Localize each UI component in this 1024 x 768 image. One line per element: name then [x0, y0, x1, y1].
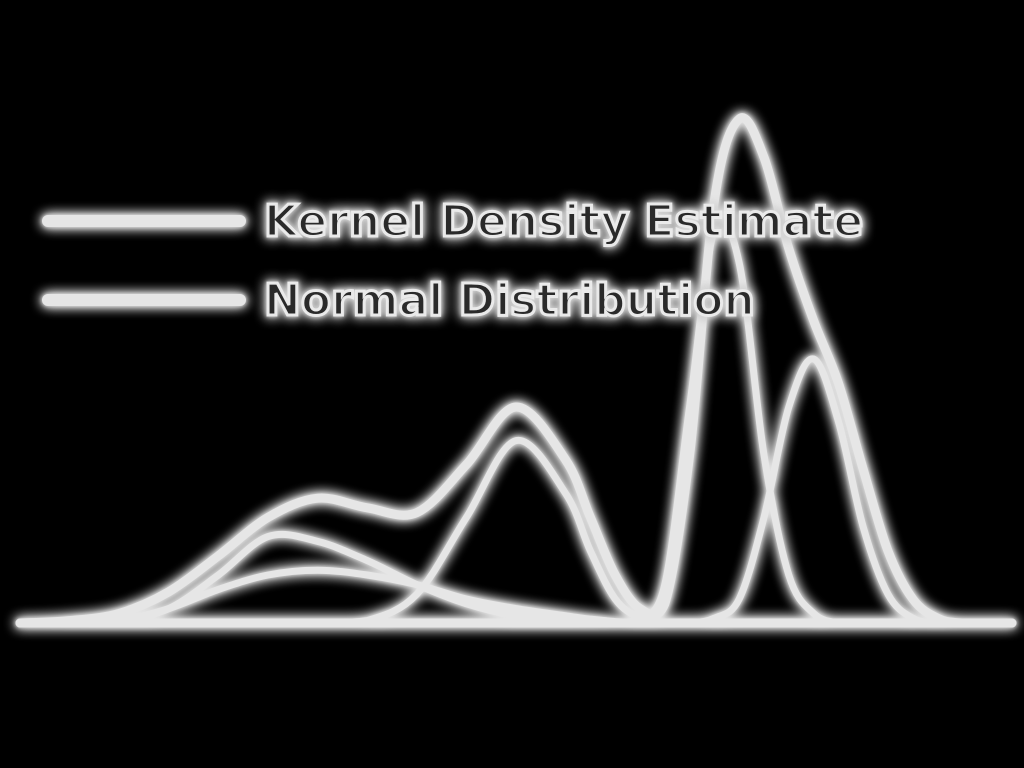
legend-label-normal-outline: Normal Distribution	[264, 275, 755, 326]
legend-entry-kde: Kernel Density Estimate Kernel Density E…	[42, 195, 865, 249]
series-kde-line	[15, 113, 1017, 628]
legend: Kernel Density Estimate Kernel Density E…	[42, 195, 865, 328]
legend-entry-normal: Normal Distribution Normal Distribution	[42, 274, 756, 328]
legend-label-kde-outline: Kernel Density Estimate	[264, 196, 863, 247]
series-layer	[15, 113, 1017, 628]
legend-label-kde: Kernel Density Estimate	[264, 196, 863, 247]
plot-area	[15, 113, 1017, 628]
series-normal-component-5-line	[16, 355, 1016, 627]
legend-label-normal: Normal Distribution	[264, 275, 755, 326]
